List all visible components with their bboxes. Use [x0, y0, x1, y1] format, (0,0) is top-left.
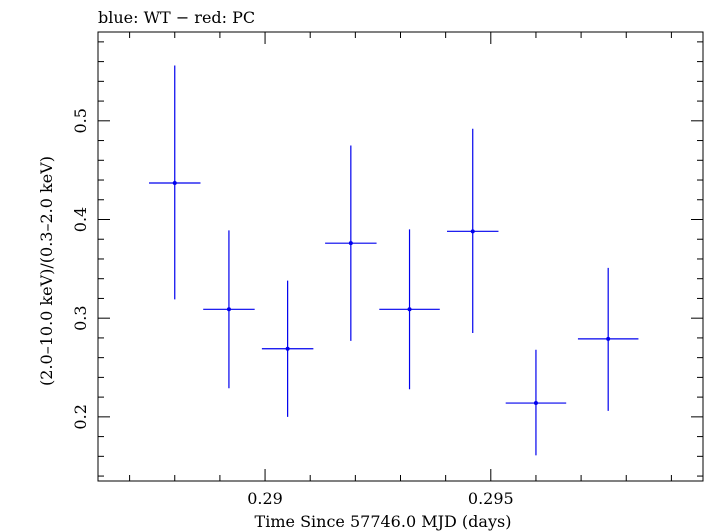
- point-marker: [226, 307, 231, 312]
- plot-frame: [97, 31, 704, 482]
- x-axis-label: Time Since 57746.0 MJD (days): [255, 512, 512, 531]
- point-marker: [348, 241, 353, 246]
- data-point: [447, 128, 499, 333]
- data-point: [325, 145, 377, 341]
- x-tick-label: 0.295: [468, 489, 514, 508]
- data-point: [577, 267, 639, 411]
- data-point: [505, 349, 567, 456]
- chart-title: blue: WT − red: PC: [98, 8, 255, 27]
- point-marker: [172, 180, 177, 185]
- y-tick-label: 0.3: [71, 305, 90, 330]
- data-point: [149, 65, 201, 300]
- point-marker: [470, 229, 475, 234]
- y-tick-label: 0.2: [71, 404, 90, 429]
- data-point: [261, 280, 314, 417]
- point-marker: [407, 307, 412, 312]
- point-marker: [606, 336, 611, 341]
- point-marker: [285, 346, 290, 351]
- y-axis-label: (2.0–10.0 keV)/(0.3–2.0 keV): [37, 156, 56, 386]
- tick-labels: 0.29 0.295 0.2 0.3 0.4 0.5: [71, 108, 514, 508]
- y-tick-label: 0.5: [71, 108, 90, 133]
- data-marks: [149, 65, 639, 456]
- axis-ticks: [98, 32, 703, 481]
- x-tick-label: 0.29: [247, 489, 283, 508]
- point-marker: [533, 401, 538, 406]
- data-point: [203, 230, 255, 389]
- y-tick-label: 0.4: [71, 207, 90, 232]
- data-point: [379, 229, 440, 390]
